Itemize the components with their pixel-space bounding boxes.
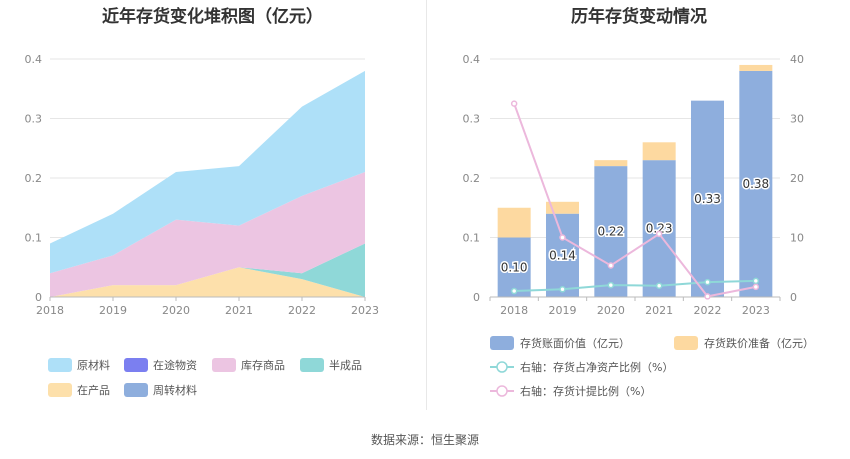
legend-swatch	[48, 358, 72, 372]
x-tick-label: 2018	[500, 304, 528, 317]
stacked-area-chart: 0 0.1 0.2 0.3 0.4 2018 2019 2020 2021 2022 2023 原材料…	[25, 53, 379, 397]
legend-swatch	[300, 358, 324, 372]
legend-line-marker	[496, 361, 508, 373]
area-原材料	[50, 70, 365, 274]
legend-line-marker	[496, 385, 508, 397]
left-chart-title: 近年存货变化堆积图（亿元）	[102, 7, 323, 27]
panel-divider	[426, 0, 427, 410]
x-tick-label: 2022	[694, 304, 722, 317]
line-point	[704, 293, 711, 300]
legend-label: 存货跌价准备（亿元）	[704, 336, 814, 350]
x-tick-label: 2019	[549, 304, 577, 317]
data-source-note: 数据来源：恒生聚源	[370, 433, 479, 447]
bar-book-value	[739, 70, 773, 298]
y-tick-label: 0.2	[25, 172, 43, 185]
legend-swatch	[48, 383, 72, 397]
x-tick-label: 2022	[288, 304, 316, 317]
line-point	[655, 282, 663, 289]
line-point	[655, 230, 663, 238]
legend-label: 库存商品	[241, 358, 285, 372]
legend-swatch	[124, 383, 148, 397]
line-point	[752, 277, 760, 285]
bar-value-label: 0.33	[694, 192, 721, 206]
y-tick-label: 0.3	[25, 113, 43, 126]
legend-label: 右轴：存货占净资产比例（%）	[520, 360, 673, 374]
bar-impairment-reserve	[497, 207, 531, 238]
line-point	[607, 262, 615, 269]
bar-book-value	[691, 100, 724, 298]
line-provision-ratio	[513, 103, 757, 298]
legend-swatch	[490, 336, 514, 350]
legend-swatch	[124, 358, 148, 372]
bar-impairment-reserve	[594, 160, 628, 167]
legend-label: 存货账面价值（亿元）	[520, 336, 630, 350]
x-tick-label: 2020	[162, 304, 190, 317]
bar-book-value	[642, 160, 676, 297]
inventory-bar-chart: 0 0.1 0.2 0.3 0.4 0 10 20 30 40 0.10 0.14 0.22 0.23 0.…	[463, 53, 815, 398]
bar-value-label: 0.23	[646, 222, 673, 236]
legend-label: 周转材料	[153, 383, 197, 397]
bar-book-value	[594, 166, 628, 297]
y2-tick-label: 10	[790, 232, 804, 245]
area-在产品	[50, 267, 365, 297]
y2-tick-label: 30	[790, 113, 804, 126]
x-tick-label: 2018	[36, 304, 64, 317]
bar-value-label: 0.38	[742, 177, 769, 191]
y-tick-label: 0	[473, 291, 480, 304]
line-point	[752, 283, 760, 291]
line-point	[510, 100, 518, 107]
left-chart-panel: 近年存货变化堆积图（亿元） 0 0.1 0.2 0.3 0.4 2018 2019 2020 2…	[0, 0, 425, 410]
x-tick-label: 2019	[99, 304, 127, 317]
line-point	[559, 286, 566, 293]
line-point	[510, 287, 518, 295]
legend-label: 原材料	[77, 358, 110, 372]
legend-label: 右轴：存货计提比例（%）	[520, 384, 651, 398]
right-chart-panel: 历年存货变动情况 0 0.1 0.2 0.3 0.4 0 10 20 30 40 0.10 0.14 0…	[428, 0, 850, 410]
bar-impairment-reserve	[642, 142, 676, 161]
bar-book-value	[497, 237, 531, 297]
legend-label: 在产品	[77, 383, 110, 397]
line-point	[559, 234, 566, 241]
x-tick-label: 2023	[351, 304, 379, 317]
legend-swatch	[674, 336, 698, 350]
line-point	[704, 278, 711, 286]
y-tick-label: 0.4	[25, 53, 43, 66]
y2-tick-label: 20	[790, 172, 804, 185]
y2-tick-label: 0	[790, 291, 797, 304]
legend-label: 半成品	[329, 358, 362, 372]
right-chart-title: 历年存货变动情况	[571, 7, 707, 27]
y-tick-label: 0.1	[463, 232, 481, 245]
y-tick-label: 0.3	[463, 113, 481, 126]
y-tick-label: 0.4	[463, 53, 481, 66]
x-tick-label: 2021	[225, 304, 253, 317]
legend-swatch	[212, 358, 236, 372]
x-tick-label: 2021	[645, 304, 673, 317]
line-point	[607, 281, 615, 289]
bar-impairment-reserve	[546, 201, 579, 214]
y-tick-label: 0.2	[463, 172, 481, 185]
y-tick-label: 0	[35, 291, 42, 304]
x-tick-label: 2020	[597, 304, 625, 317]
y2-tick-label: 40	[790, 53, 804, 66]
bar-value-label: 0.22	[597, 225, 624, 239]
legend-label: 在途物资	[153, 358, 197, 372]
bar-value-label: 0.14	[549, 248, 576, 262]
y-tick-label: 0.1	[25, 232, 43, 245]
bar-book-value	[546, 213, 579, 297]
x-tick-label: 2023	[742, 304, 770, 317]
line-net-asset-ratio	[514, 279, 756, 293]
bar-value-label: 0.10	[501, 260, 528, 274]
bar-impairment-reserve	[739, 64, 773, 71]
